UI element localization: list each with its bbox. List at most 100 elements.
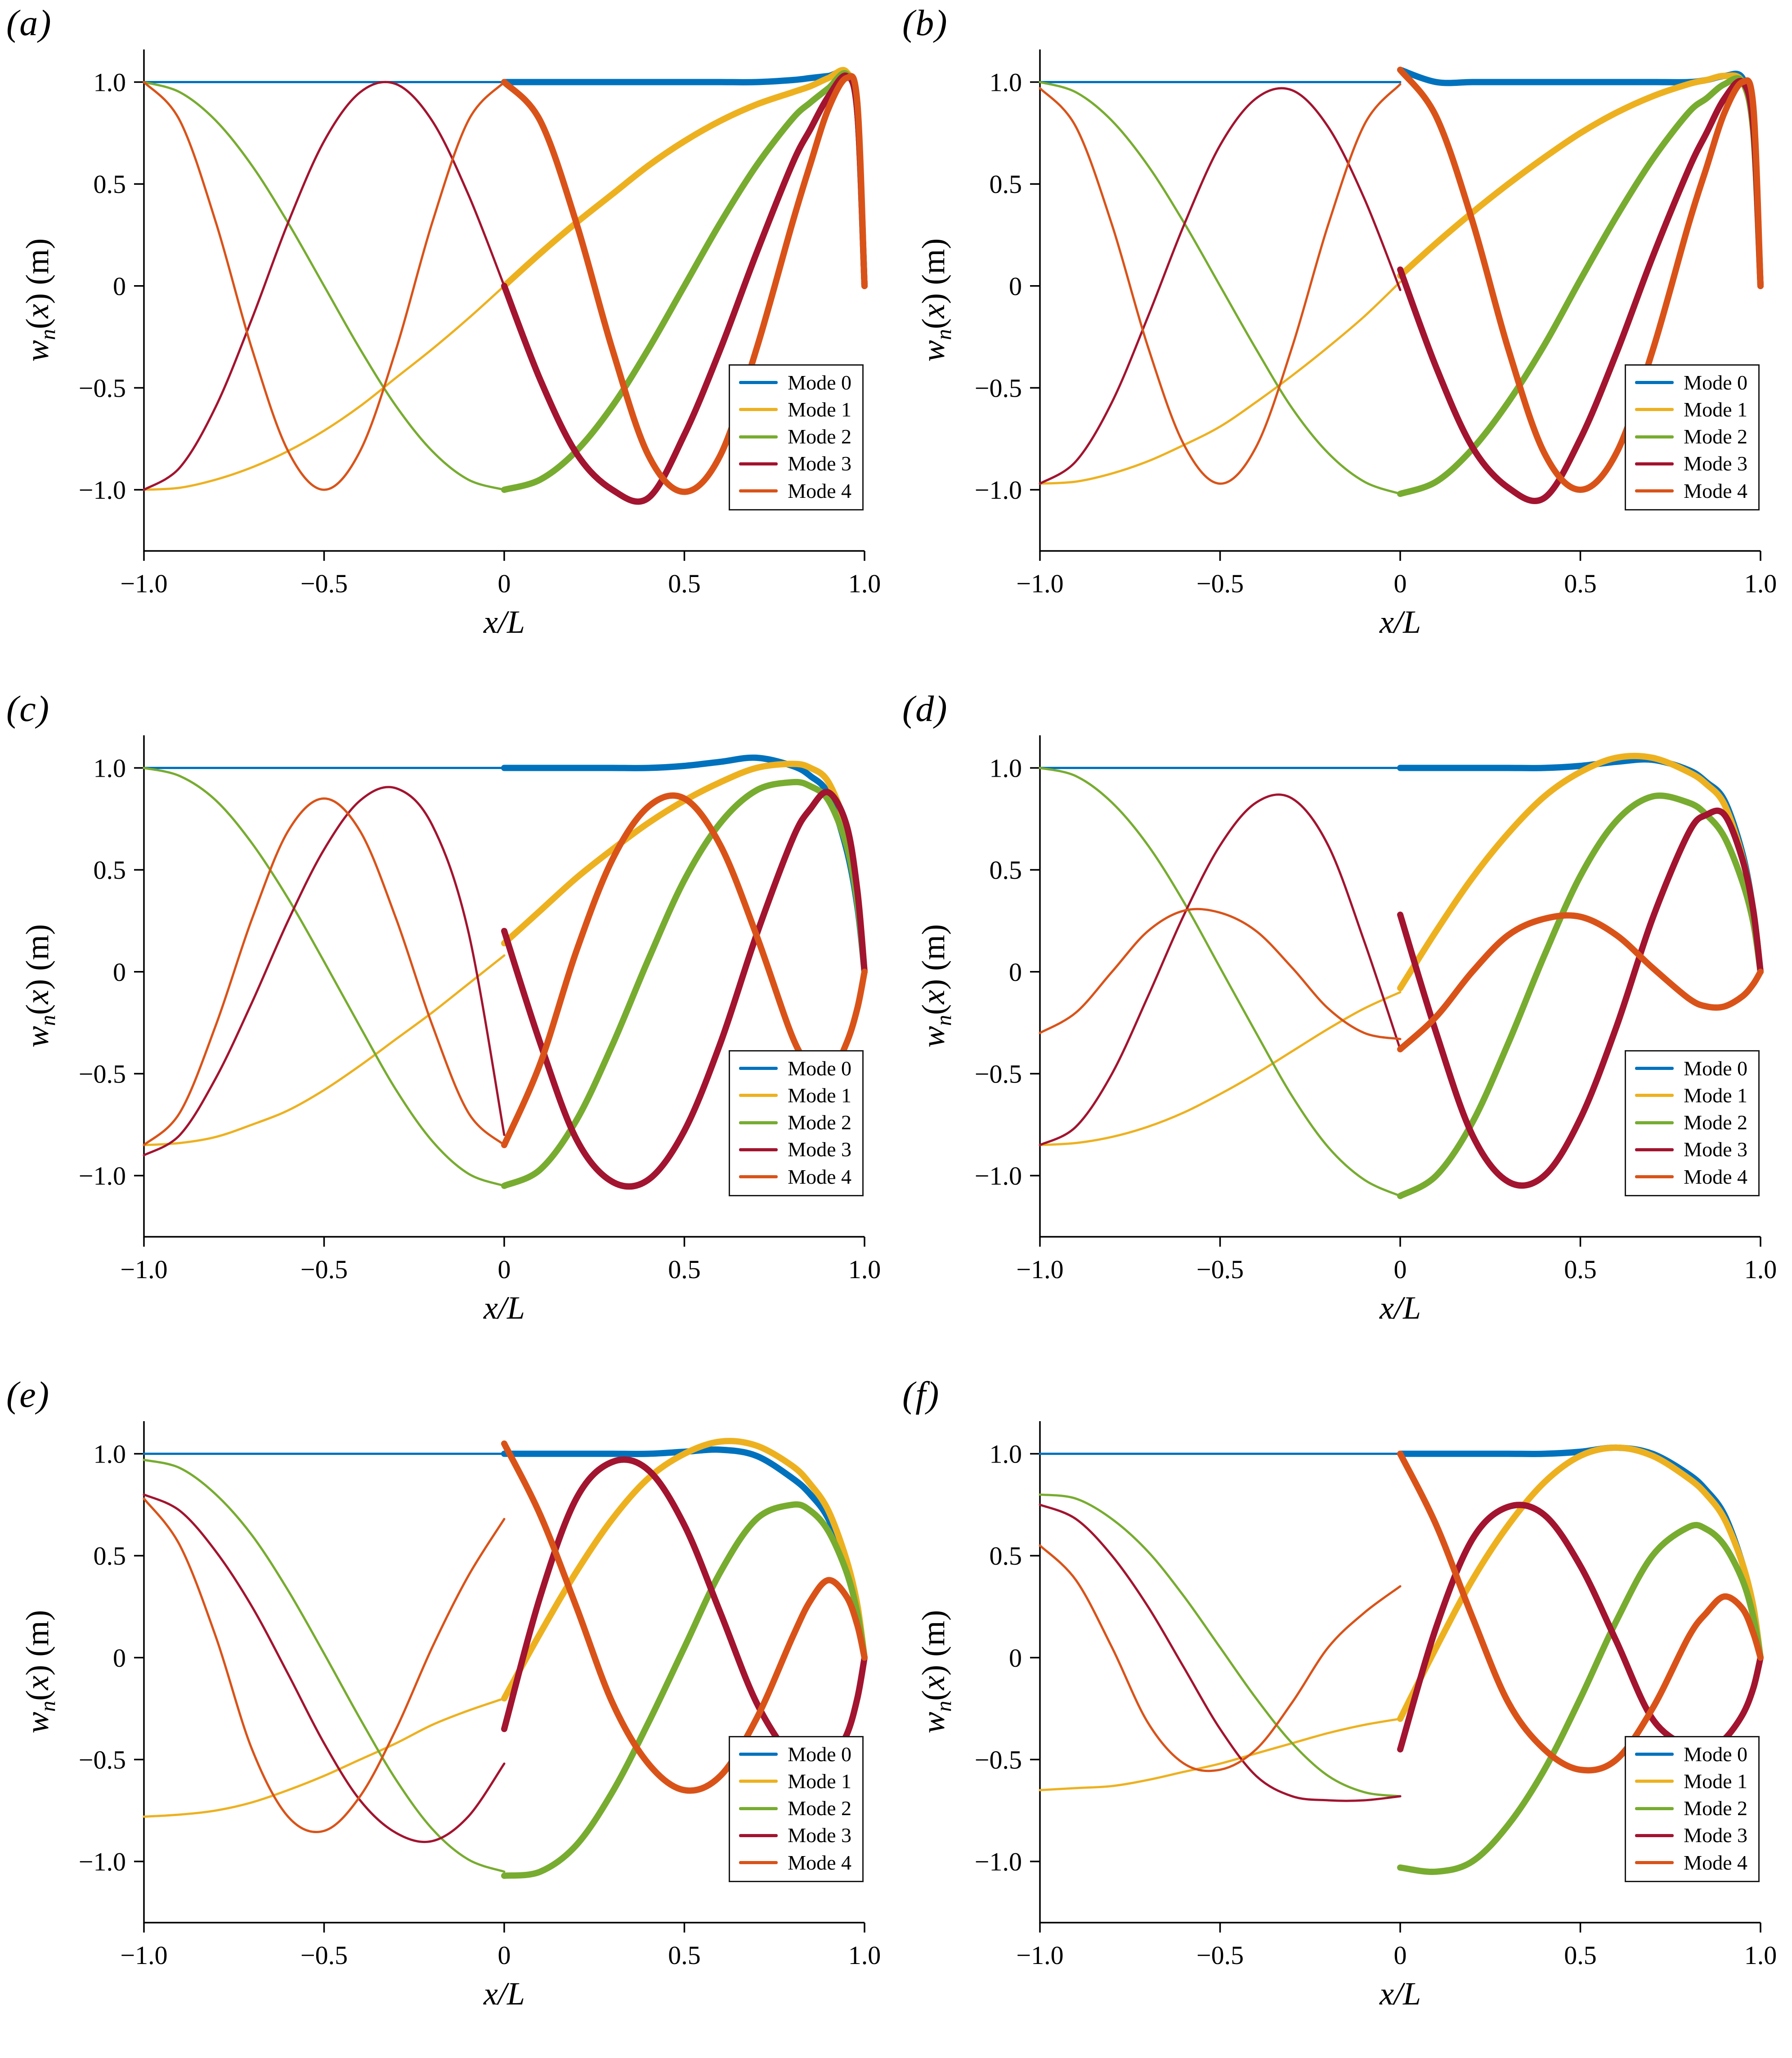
legend-line-swatch bbox=[1635, 1094, 1674, 1097]
x-tick-label: −0.5 bbox=[1196, 1941, 1244, 1970]
mode-4-thin-curve bbox=[1039, 83, 1402, 485]
label-segment: / bbox=[497, 1290, 507, 1326]
x-axis-label: x/L bbox=[484, 1975, 525, 2013]
panel-label: (c) bbox=[6, 688, 50, 730]
x-tick-label: 0.5 bbox=[668, 569, 701, 598]
mode-1-thin-curve bbox=[1039, 1718, 1402, 1791]
legend-label: Mode 3 bbox=[1684, 1824, 1747, 1847]
y-tick-label: −1.0 bbox=[975, 475, 1022, 505]
plot-area: −1.0 −0.5 0 0.5 1.0 −1.0 −0.5 0 0.5 1.0 bbox=[79, 49, 881, 598]
legend-entry: Mode 3 bbox=[739, 1825, 851, 1846]
legend-line-swatch bbox=[739, 1148, 778, 1152]
legend-entry: Mode 1 bbox=[1635, 1084, 1747, 1106]
legend-entry: Mode 0 bbox=[739, 1743, 851, 1765]
legend-label: Mode 4 bbox=[1684, 479, 1747, 502]
panel-label-text: (c) bbox=[6, 688, 50, 729]
y-tick-label: 0.5 bbox=[990, 1541, 1022, 1570]
plot-area: −1.0 −0.5 0 0.5 1.0 −1.0 −0.5 0 0.5 1.0 bbox=[79, 1421, 881, 1970]
label-segment: / bbox=[1393, 1976, 1403, 2012]
mode-0-thick-curve bbox=[501, 754, 868, 975]
mode-0-thick-curve bbox=[1397, 756, 1764, 975]
legend-label: Mode 2 bbox=[1684, 1111, 1747, 1134]
y-tick-label: 1.0 bbox=[990, 754, 1022, 783]
legend-line-swatch bbox=[739, 381, 778, 385]
x-tick-label: −1.0 bbox=[1016, 1941, 1063, 1970]
x-axis-label: x/L bbox=[484, 1289, 525, 1327]
mode-3-thin-curve bbox=[1039, 793, 1402, 1146]
legend-line-swatch bbox=[1635, 1121, 1674, 1124]
legend-entry: Mode 0 bbox=[739, 1057, 851, 1079]
y-tick-label: −1.0 bbox=[975, 1161, 1022, 1190]
legend-line-swatch bbox=[739, 462, 778, 466]
panel-label: (d) bbox=[902, 688, 948, 730]
label-segment: x bbox=[483, 1290, 498, 1326]
legend-entry: Mode 2 bbox=[739, 425, 851, 448]
y-tick-label: −1.0 bbox=[79, 1161, 126, 1190]
mode-4-thin-curve bbox=[1039, 1544, 1402, 1772]
legend: Mode 0 Mode 1 Mode 2 Mode 3 Mode 4 bbox=[1625, 364, 1760, 510]
axes bbox=[134, 1421, 865, 1933]
label-segment: x bbox=[483, 1976, 498, 2012]
legend-entry: Mode 4 bbox=[1635, 480, 1747, 502]
legend-label: Mode 0 bbox=[1684, 1742, 1747, 1766]
axes bbox=[134, 735, 865, 1247]
mode-3-thin-curve bbox=[1039, 1503, 1402, 1802]
legend-entry: Mode 0 bbox=[1635, 1742, 1747, 1766]
tick-labels: −1.0 −0.5 0 0.5 1.0 −1.0 −0.5 0 0.5 1.0 bbox=[79, 68, 881, 598]
mode-4-thin-curve bbox=[143, 81, 506, 491]
legend-line-swatch bbox=[739, 1121, 778, 1124]
legend-entry: Mode 4 bbox=[1635, 1852, 1747, 1874]
panel-label: (b) bbox=[902, 2, 948, 44]
x-tick-label: 0 bbox=[1394, 569, 1407, 598]
mode-4-thick-curve bbox=[501, 1440, 868, 1794]
panel-label-text: (b) bbox=[902, 2, 948, 43]
legend: Mode 0 Mode 1 Mode 2 Mode 3 Mode 4 bbox=[729, 364, 864, 510]
legend-label: Mode 1 bbox=[1684, 1769, 1747, 1793]
x-tick-label: 0 bbox=[498, 569, 511, 598]
y-tick-label: 0.5 bbox=[94, 1541, 126, 1570]
mode-3-thin-curve bbox=[143, 1493, 506, 1843]
x-tick-label: −1.0 bbox=[120, 1941, 167, 1970]
x-tick-label: 0.5 bbox=[668, 1941, 701, 1970]
legend-label: Mode 4 bbox=[788, 1165, 851, 1188]
y-tick-label: 0 bbox=[1009, 957, 1022, 987]
x-tick-label: −1.0 bbox=[120, 1255, 167, 1284]
legend-entry: Mode 1 bbox=[739, 398, 851, 421]
legend-line-swatch bbox=[739, 1834, 778, 1838]
legend-line-swatch bbox=[739, 489, 778, 493]
y-tick-label: 1.0 bbox=[990, 1440, 1022, 1469]
x-axis-label: x/L bbox=[484, 604, 525, 641]
panel-d: (d) wn(x) (m) −1.0 −0.5 0 0.5 1.0 −1.0 −0.5 0 0.… bbox=[896, 686, 1792, 1372]
legend-entry: Mode 1 bbox=[1635, 398, 1747, 421]
mode-2-thin-curve bbox=[1039, 767, 1402, 1197]
mode-1-thick-curve bbox=[501, 1438, 868, 1702]
legend-label: Mode 1 bbox=[788, 1083, 851, 1107]
x-tick-label: 1.0 bbox=[848, 1941, 881, 1970]
legend-entry: Mode 3 bbox=[1635, 1139, 1747, 1160]
legend-line-swatch bbox=[739, 1861, 778, 1865]
legend-entry: Mode 2 bbox=[739, 1111, 851, 1133]
label-segment: L bbox=[1402, 1976, 1421, 2012]
label-segment: x bbox=[483, 604, 498, 640]
x-tick-label: 0 bbox=[1394, 1255, 1407, 1284]
axes bbox=[1030, 49, 1761, 561]
mode-1-thick-curve bbox=[1397, 72, 1764, 289]
legend-line-swatch bbox=[739, 1753, 778, 1756]
y-tick-label: 0.5 bbox=[94, 170, 126, 199]
legend-line-swatch bbox=[1635, 408, 1674, 412]
legend-line-swatch bbox=[1635, 1807, 1674, 1810]
legend-entry: Mode 0 bbox=[1635, 1057, 1747, 1079]
x-tick-label: 0.5 bbox=[1564, 1255, 1597, 1284]
legend-entry: Mode 4 bbox=[739, 1166, 851, 1188]
x-tick-label: −0.5 bbox=[300, 569, 348, 598]
legend-label: Mode 4 bbox=[1684, 1165, 1747, 1188]
axes bbox=[1030, 1421, 1761, 1933]
y-tick-label: 0.5 bbox=[990, 170, 1022, 199]
legend-entry: Mode 1 bbox=[739, 1770, 851, 1792]
y-tick-label: 0 bbox=[113, 1643, 126, 1673]
plot-area: −1.0 −0.5 0 0.5 1.0 −1.0 −0.5 0 0.5 1.0 bbox=[975, 49, 1777, 598]
mode-4-thin-curve bbox=[143, 797, 506, 1146]
legend-label: Mode 2 bbox=[788, 425, 851, 448]
mode-3-thick-curve bbox=[501, 789, 868, 1190]
legend-entry: Mode 0 bbox=[739, 371, 851, 394]
